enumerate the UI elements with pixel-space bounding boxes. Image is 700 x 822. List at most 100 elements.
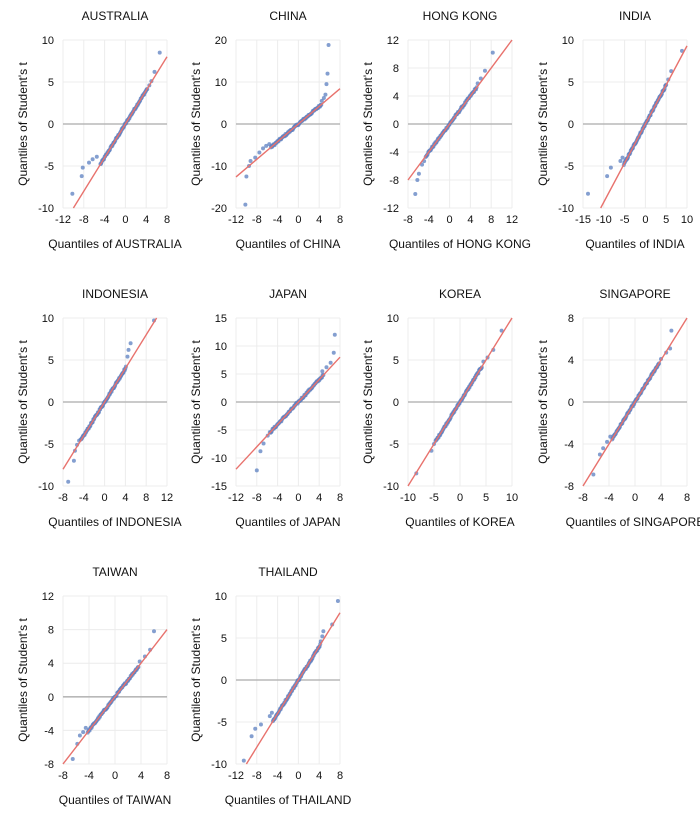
data-point <box>608 434 613 439</box>
y-tick-label: 12 <box>387 35 399 47</box>
data-point <box>669 69 674 74</box>
y-tick-label: -12 <box>383 203 399 215</box>
x-tick-label: 8 <box>164 214 170 226</box>
reference-line <box>407 317 513 487</box>
x-tick-label: 0 <box>295 214 301 226</box>
x-tick-label: -15 <box>575 214 591 226</box>
data-point <box>243 202 248 207</box>
y-tick-label: 8 <box>568 313 574 325</box>
y-axis-label: Quantiles of Student's t <box>189 61 203 185</box>
data-point <box>413 192 418 196</box>
data-point <box>87 160 91 165</box>
x-tick-label: -12 <box>228 770 244 782</box>
x-tick-label: -4 <box>604 492 614 504</box>
x-tick-label: 4 <box>316 214 322 226</box>
data-point <box>261 441 266 446</box>
y-tick-label: -4 <box>564 439 574 451</box>
data-point <box>326 43 331 48</box>
x-tick-label: 0 <box>102 492 108 504</box>
panel-title: INDIA <box>619 9 651 23</box>
y-tick-label: 0 <box>221 397 227 409</box>
y-tick-label: 4 <box>393 91 399 103</box>
y-axis-label: Quantiles of Student's t <box>16 617 30 741</box>
panel-title: SINGAPORE <box>599 287 670 301</box>
y-axis-label: Quantiles of Student's t <box>189 339 203 463</box>
x-tick-label: -8 <box>58 492 68 504</box>
panel-title: JAPAN <box>269 287 307 301</box>
x-tick-label: -4 <box>100 214 110 226</box>
x-tick-label: -8 <box>403 214 413 226</box>
y-tick-label: -20 <box>211 203 227 215</box>
x-tick-label: -10 <box>400 492 416 504</box>
y-tick-label: -10 <box>211 453 227 465</box>
y-tick-label: 5 <box>48 355 54 367</box>
x-tick-label: 12 <box>161 492 173 504</box>
data-point <box>323 92 328 97</box>
data-point <box>335 599 340 604</box>
data-point <box>331 350 336 355</box>
data-point <box>126 347 131 352</box>
y-tick-label: -10 <box>383 481 399 493</box>
gridlines <box>62 595 168 765</box>
y-tick-label: 10 <box>562 35 574 47</box>
y-tick-label: 0 <box>568 397 574 409</box>
data-point <box>253 726 258 731</box>
x-tick-label: 8 <box>143 492 149 504</box>
data-point <box>128 341 133 346</box>
y-tick-label: -5 <box>564 161 574 173</box>
y-tick-label: -8 <box>389 175 399 187</box>
data-point <box>328 360 333 365</box>
y-tick-label: 0 <box>221 119 227 131</box>
x-tick-label: 4 <box>138 770 144 782</box>
x-tick-label: 0 <box>112 770 118 782</box>
data-point <box>249 734 254 739</box>
data-point <box>258 449 263 454</box>
x-axis-label: Quantiles of INDIA <box>585 237 684 251</box>
y-tick-label: -10 <box>38 481 54 493</box>
data-point <box>257 150 262 155</box>
y-tick-label: -10 <box>38 203 54 215</box>
x-tick-label: -5 <box>620 214 630 226</box>
x-tick-label: -5 <box>429 492 439 504</box>
y-tick-label: 0 <box>221 675 227 687</box>
x-tick-label: 8 <box>337 492 343 504</box>
x-tick-label: 8 <box>337 770 343 782</box>
x-tick-label: -4 <box>84 770 94 782</box>
gridlines <box>407 39 513 209</box>
gridlines <box>235 595 341 765</box>
gridlines <box>407 317 513 487</box>
data-point <box>264 143 269 148</box>
y-tick-label: 15 <box>215 313 227 325</box>
x-tick-label: 4 <box>122 492 128 504</box>
x-tick-label: 0 <box>457 492 463 504</box>
y-axis-label: Quantiles of Student's t <box>361 61 375 185</box>
data-point <box>597 452 602 457</box>
y-tick-label: 8 <box>393 63 399 75</box>
y-tick-label: -5 <box>217 425 227 437</box>
data-point <box>490 50 495 55</box>
data-point <box>416 171 421 176</box>
y-tick-label: -8 <box>44 759 54 771</box>
data-point <box>482 68 487 73</box>
data-point <box>320 369 325 374</box>
data-point <box>620 155 625 160</box>
data-point <box>254 468 259 473</box>
y-tick-label: 10 <box>387 313 399 325</box>
y-axis-label: Quantiles of Student's t <box>536 339 550 463</box>
gridlines <box>235 39 341 209</box>
y-tick-label: 10 <box>215 341 227 353</box>
y-tick-label: 4 <box>568 355 574 367</box>
y-tick-label: 10 <box>215 77 227 89</box>
x-tick-label: -8 <box>79 214 89 226</box>
x-tick-label: -8 <box>578 492 588 504</box>
y-tick-label: 5 <box>221 369 227 381</box>
data-point <box>324 82 329 87</box>
data-point <box>415 178 420 182</box>
data-point <box>324 365 329 370</box>
panel-title: HONG KONG <box>423 9 498 23</box>
data-point <box>321 95 326 100</box>
y-axis-label: Quantiles of Student's t <box>536 61 550 185</box>
data-points <box>66 318 156 484</box>
x-tick-label: 5 <box>483 492 489 504</box>
